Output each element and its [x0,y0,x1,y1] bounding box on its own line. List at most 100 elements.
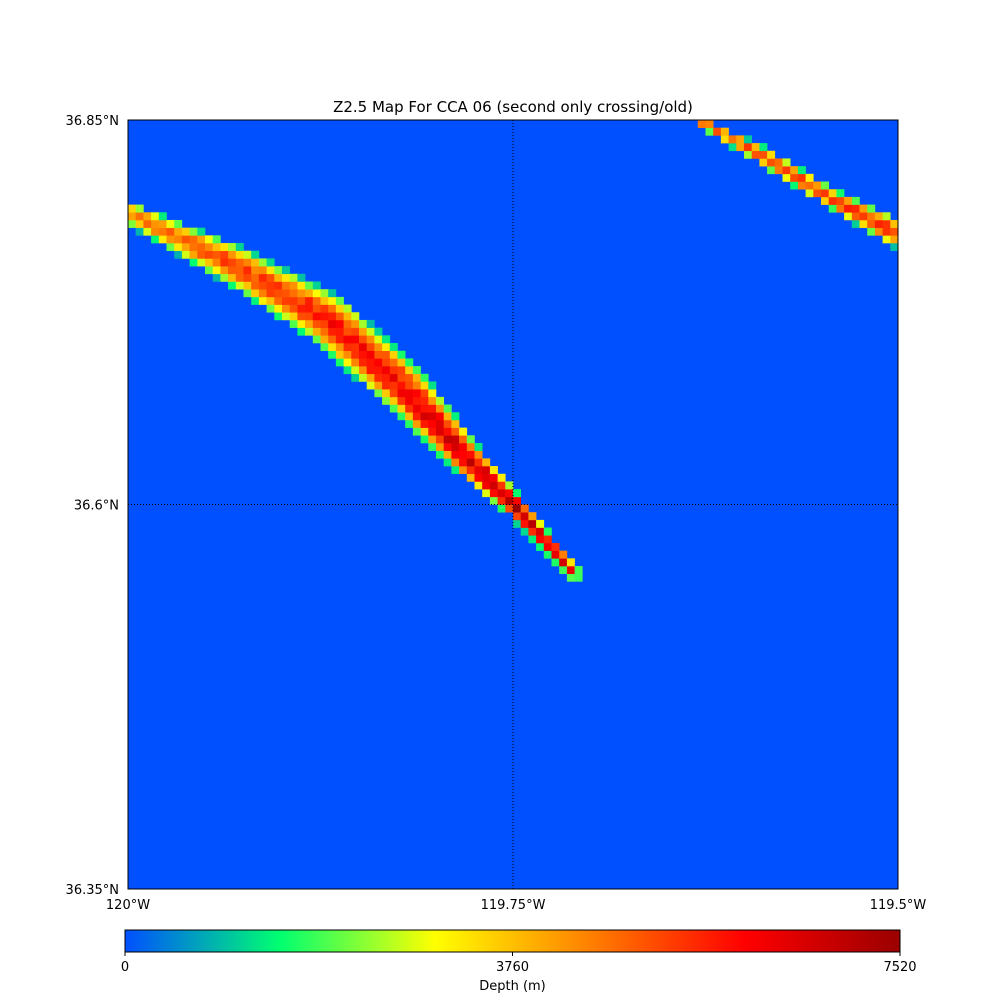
heatmap-cell [412,404,421,413]
heatmap-cell [844,196,853,205]
heatmap-cell [258,273,267,282]
heatmap-cell [482,466,491,475]
heatmap-cell [243,258,252,267]
heatmap-cell [412,381,421,390]
heatmap-cell [428,381,437,390]
heatmap-cell [451,435,460,444]
heatmap-cell [282,273,290,282]
x-tick-label: 119.5°W [870,898,927,913]
heatmap-cell [559,550,568,559]
heatmap-cell [274,304,283,313]
heatmap-cell [343,327,352,336]
heatmap-cell [851,219,860,228]
heatmap-cell [513,519,521,528]
heatmap-cell [505,504,514,513]
heatmap-cell [351,366,360,375]
heatmap-cell [551,558,560,567]
heatmap-cell [351,373,360,382]
heatmap-cell [289,281,298,290]
heatmap-cell [197,227,206,236]
heatmap-cell [420,435,429,444]
heatmap-cell [351,350,360,359]
heatmap-cell [751,143,760,152]
heatmap-cell [489,481,498,490]
heatmap-cell [359,319,367,328]
heatmap-cell [867,219,876,228]
heatmap-cell [328,335,337,344]
heatmap-cell [882,227,891,236]
heatmap-cell [343,304,352,313]
heatmap-cell [328,289,337,298]
heatmap-cell [266,296,275,305]
heatmap-cell [151,212,160,221]
heatmap-cell [335,312,344,321]
heatmap-cell [289,289,298,298]
heatmap-cell [181,243,190,252]
heatmap-cell [451,450,460,459]
heatmap-cell [328,327,337,336]
heatmap-cell [189,258,198,267]
heatmap-cell [744,135,752,144]
heatmap-cell [389,396,398,405]
heatmap-cell [243,281,252,290]
heatmap-cell [228,250,237,259]
colorbar-tick-label: 3760 [496,960,529,975]
heatmap-cell [443,458,452,467]
heatmap-cell [459,442,468,451]
heatmap-cell [382,350,391,359]
heatmap-cell [359,373,367,382]
heatmap-cell [297,304,306,313]
heatmap-cell [436,419,444,428]
heatmap-cell [220,250,229,259]
heatmap-cell [197,250,206,259]
heatmap-cell [528,519,537,528]
heatmap-cell [482,481,491,490]
heatmap-cell [412,419,421,428]
heatmap-cell [251,250,260,259]
heatmap-cell [790,173,799,182]
heatmap-cell [805,181,814,190]
heatmap-cell [135,204,144,213]
heatmap-cell [266,304,275,313]
heatmap-cell [166,235,175,244]
heatmap-cell [520,504,529,513]
heatmap-cell [528,527,537,536]
heatmap-cell [451,458,460,467]
heatmap-cell [243,289,252,298]
heatmap-cell [228,258,237,267]
colorbar-gradient [124,929,901,953]
heatmap-cell [343,343,352,351]
heatmap-cell [266,273,275,282]
heatmap-cell [420,427,429,436]
y-tick-label: 36.6°N [74,499,119,514]
heatmap-cell [389,350,398,359]
heatmap-cell [289,312,298,321]
heatmap-cell [128,204,136,213]
heatmap-cell [497,473,506,482]
heatmap-cell [389,358,398,367]
heatmap-cell [212,243,221,252]
heatmap-cell [181,250,190,259]
heatmap-cell [459,435,468,444]
heatmap-cell [128,219,136,228]
heatmap-cell [844,212,853,221]
heatmap-cell [320,289,329,298]
heatmap-cell [859,204,868,213]
heatmap-cell [366,350,375,359]
heatmap-cell [566,566,575,575]
heatmap-cell [243,273,252,282]
heatmap-cell [513,504,521,513]
heatmap-cell [374,350,383,359]
heatmap-cell [489,466,498,475]
heatmap-cell [474,466,483,475]
heatmap-cell [335,296,344,305]
heatmap-cell [805,189,814,198]
heatmap-cell [420,396,429,405]
heatmap-cell [343,350,352,359]
heatmap-cell [420,412,429,421]
heatmap-cell [828,189,837,198]
heatmap-cell [436,396,444,405]
heatmap-cell [813,189,822,198]
heatmap-cell [436,427,444,436]
heatmap-cell [436,450,444,459]
